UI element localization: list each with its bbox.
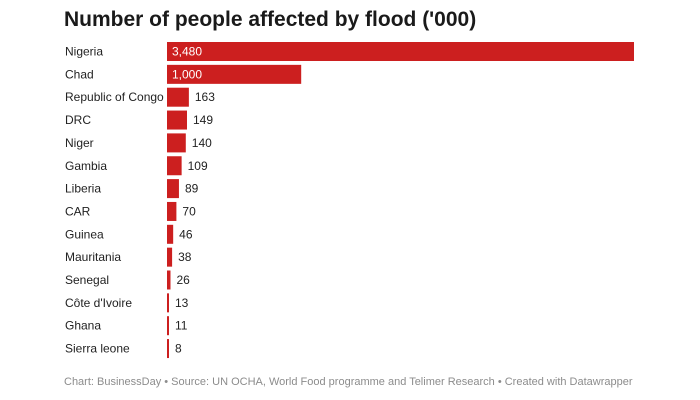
- bar: [167, 270, 171, 290]
- value-label: 140: [192, 136, 212, 150]
- value-label: 11: [175, 319, 188, 333]
- value-label: 26: [176, 273, 190, 287]
- bar: [167, 201, 177, 221]
- value-label: 13: [175, 296, 189, 310]
- category-label: Chad: [65, 67, 94, 81]
- bar: [167, 316, 169, 336]
- category-label: DRC: [65, 113, 91, 127]
- bar: [167, 156, 182, 176]
- value-label: 149: [193, 113, 213, 127]
- category-label: CAR: [65, 204, 91, 218]
- bar: [167, 247, 173, 267]
- bar: [167, 133, 186, 153]
- value-label: 89: [185, 182, 199, 196]
- category-label: Senegal: [65, 273, 109, 287]
- category-label: Côte d'Ivoire: [65, 296, 132, 310]
- category-label: Nigeria: [65, 45, 103, 59]
- value-label: 1,000: [172, 67, 202, 81]
- value-label: 46: [179, 227, 193, 241]
- category-label: Liberia: [65, 182, 101, 196]
- bar: [167, 224, 174, 244]
- category-label: Republic of Congo: [65, 90, 164, 104]
- category-label: Gambia: [65, 159, 107, 173]
- value-label: 3,480: [172, 45, 202, 59]
- chart-footer: Chart: BusinessDay • Source: UN OCHA, Wo…: [64, 376, 633, 388]
- category-label: Sierra leone: [65, 342, 130, 356]
- bar: [167, 179, 179, 199]
- category-label: Guinea: [65, 227, 104, 241]
- chart-title: Number of people affected by flood ('000…: [64, 8, 477, 31]
- category-label: Niger: [65, 136, 94, 150]
- category-label: Mauritania: [65, 250, 121, 264]
- value-label: 38: [178, 250, 192, 264]
- value-label: 163: [195, 90, 215, 104]
- category-label: Ghana: [65, 319, 101, 333]
- value-label: 109: [188, 159, 208, 173]
- bar: [167, 293, 169, 313]
- bar: [167, 64, 302, 84]
- value-label: 70: [182, 204, 196, 218]
- value-label: 8: [175, 342, 182, 356]
- bar: [167, 42, 634, 61]
- bar: [167, 87, 189, 107]
- bar: [167, 110, 187, 130]
- bar: [167, 339, 169, 359]
